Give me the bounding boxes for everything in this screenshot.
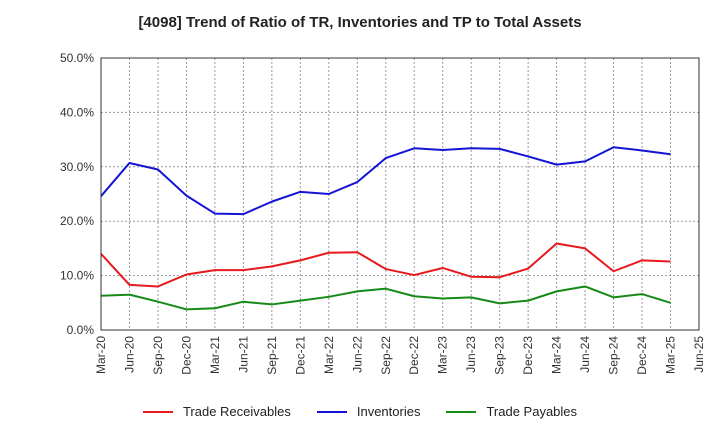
x-tick-label: Jun-22 [350,336,364,373]
legend-label: Inventories [356,404,421,419]
y-tick-label: 40.0% [60,105,94,119]
y-tick-label: 30.0% [60,160,94,174]
x-axis-ticks: Mar-20 Jun-20 Sep-20 Dec-20 Mar-21 Jun-21 Sep-… [94,336,706,375]
series-line-trade-payables [100,285,671,311]
x-tick-label: Mar-22 [322,336,336,374]
legend-label: Trade Payables [486,404,578,419]
x-tick-label: Mar-23 [436,336,450,374]
legend-swatch [142,410,173,413]
x-tick-label: Jun-25 [692,336,706,373]
x-tick-label: Jun-23 [464,336,478,373]
x-tick-label: Jun-20 [122,336,136,373]
y-axis-ticks: 0.0% 10.0% 20.0% 30.0% 40.0% 50.0% [60,51,94,337]
legend-swatch [446,410,477,413]
legend-swatch [316,410,347,413]
plot-frame [100,57,700,331]
legend-item: Inventories [316,404,421,419]
x-tick-label: Dec-24 [635,336,649,375]
x-tick-label: Sep-24 [607,336,621,375]
legend: Trade Receivables Inventories Trade Payabl… [0,404,720,419]
y-tick-label: 20.0% [60,214,94,228]
x-tick-label: Dec-22 [407,336,421,375]
x-tick-label: Sep-20 [151,336,165,375]
series-line-trade-receivables [100,242,671,288]
series-lines [100,146,671,311]
grid [100,57,700,331]
y-tick-label: 0.0% [67,323,95,337]
chart-title: [4098] Trend of Ratio of TR, Inventories… [138,14,582,31]
x-tick-label: Jun-24 [578,336,592,373]
x-tick-label: Dec-20 [179,336,193,375]
legend-item: Trade Payables [446,404,577,419]
x-tick-label: Jun-21 [236,336,250,373]
series-line-inventories [100,146,671,216]
y-tick-label: 10.0% [60,269,94,283]
x-tick-label: Dec-23 [521,336,535,375]
x-tick-label: Mar-21 [208,336,222,374]
x-tick-label: Mar-24 [550,336,564,374]
x-tick-label: Dec-21 [293,336,307,375]
legend-label: Trade Receivables [182,404,291,419]
legend-item: Trade Receivables [142,404,291,419]
x-tick-label: Sep-23 [493,336,507,375]
x-tick-label: Sep-22 [379,336,393,375]
x-tick-label: Sep-21 [265,336,279,375]
x-tick-label: Mar-20 [94,336,108,374]
x-tick-label: Mar-25 [664,336,678,374]
y-tick-label: 50.0% [60,51,94,65]
